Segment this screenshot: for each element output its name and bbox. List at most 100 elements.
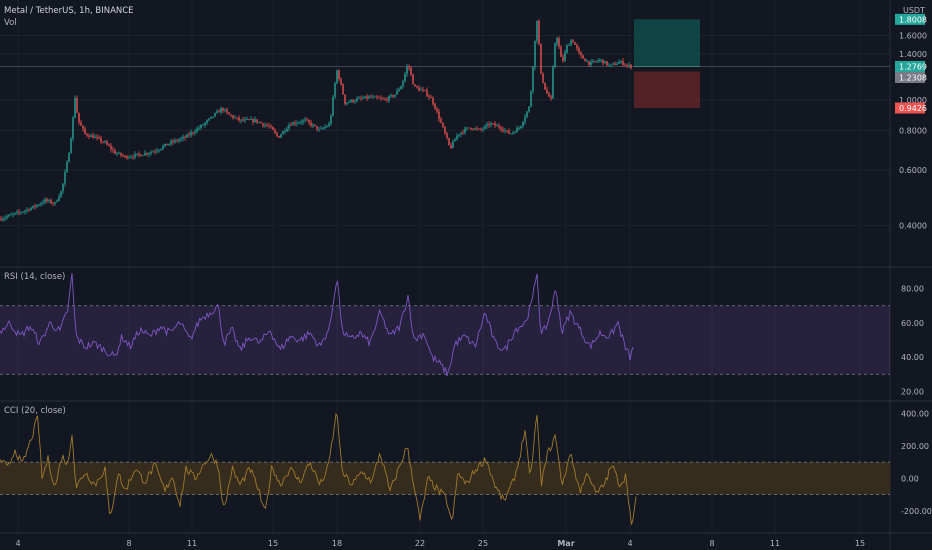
candle-body <box>460 132 462 135</box>
time-tick-label: 8 <box>709 539 714 548</box>
price-tick-label: 1.0000 <box>899 96 927 105</box>
candle-body <box>374 96 376 98</box>
volume-label[interactable]: Vol <box>4 18 17 28</box>
candle-body <box>112 149 114 151</box>
candle-body <box>38 204 40 206</box>
candle-body <box>502 129 504 131</box>
price-tick-label: 1.6000 <box>899 32 927 41</box>
candle-body <box>134 154 136 158</box>
candle-body <box>620 60 622 63</box>
price-tag-box <box>895 71 925 83</box>
candle-body <box>444 127 446 134</box>
candle-body <box>454 139 456 142</box>
cci-tick-label: 400.00 <box>901 409 929 418</box>
candle-body <box>244 119 246 121</box>
price-axis[interactable]: 1.6000 1.4000 1.0000 0.8000 0.6000 0.4000 80.0… <box>899 32 932 516</box>
candle-body <box>594 61 596 63</box>
candle-body <box>572 40 574 43</box>
candle-body <box>558 38 560 47</box>
candle-body <box>110 146 112 150</box>
currency-label: USDT <box>903 6 925 15</box>
candle-body <box>248 119 250 120</box>
candle-body <box>418 87 420 91</box>
candle-body <box>242 119 244 121</box>
candle-body <box>368 96 370 99</box>
candle-body <box>536 20 538 41</box>
candle-body <box>68 152 70 163</box>
candle-body <box>424 89 426 91</box>
candle-body <box>86 133 88 136</box>
candle-body <box>240 119 242 121</box>
candle-body <box>34 205 36 207</box>
candle-body <box>160 148 162 150</box>
cci-tick-label: 200.00 <box>901 442 929 451</box>
candle-body <box>98 137 100 139</box>
candle-body <box>596 61 598 62</box>
candle-body <box>12 213 14 215</box>
rsi-tick-label: 20.00 <box>901 387 924 396</box>
candle-body <box>394 94 396 97</box>
candle-body <box>42 202 44 204</box>
candle-body <box>170 141 172 144</box>
cci-label[interactable]: CCI (20, close) <box>4 406 66 416</box>
candle-body <box>618 62 620 64</box>
candle-body <box>20 212 22 214</box>
candle-body <box>588 61 590 65</box>
target-zone <box>634 19 700 67</box>
time-axis[interactable]: 4 8 11 15 18 22 25 Mar 4 8 11 15 <box>15 539 865 548</box>
candle-body <box>104 141 106 143</box>
candle-body <box>94 136 96 139</box>
candle-body <box>206 120 208 123</box>
price-candles <box>0 19 632 222</box>
candle-body <box>390 95 392 97</box>
candle-body <box>420 89 422 91</box>
price-tag-label: 0.9426 <box>899 104 927 113</box>
candle-body <box>548 93 550 97</box>
candle-body <box>426 90 428 96</box>
candle-body <box>320 128 322 130</box>
candle-body <box>150 152 152 154</box>
price-tag-box <box>895 102 925 114</box>
candle-body <box>378 97 380 99</box>
candle-body <box>78 112 80 123</box>
candle-body <box>72 117 74 139</box>
candle-body <box>156 150 158 152</box>
candle-body <box>408 66 410 68</box>
candle-body <box>624 64 626 66</box>
candle-body <box>584 58 586 62</box>
candle-body <box>568 44 570 46</box>
candle-body <box>0 218 2 221</box>
candle-body <box>218 111 220 113</box>
candle-body <box>232 115 234 118</box>
candle-body <box>100 138 102 142</box>
candle-body <box>168 143 170 146</box>
candle-body <box>370 96 372 98</box>
candle-body <box>316 125 318 130</box>
candle-body <box>606 61 608 66</box>
candle-body <box>220 108 222 113</box>
candle-body <box>146 153 148 155</box>
candle-body <box>554 43 556 68</box>
rsi-line <box>0 273 634 377</box>
candle-body <box>560 46 562 57</box>
rsi-label[interactable]: RSI (14, close) <box>4 272 66 282</box>
time-tick-label: 15 <box>855 539 865 548</box>
candle-body <box>164 143 166 147</box>
symbol-title[interactable]: Metal / TetherUS, 1h, BINANCE <box>4 6 134 16</box>
candle-body <box>16 211 18 213</box>
candle-body <box>246 119 248 120</box>
candle-body <box>80 122 82 126</box>
candle-body <box>628 64 630 66</box>
candle-body <box>286 128 288 132</box>
candle-body <box>488 124 490 126</box>
candle-body <box>196 128 198 132</box>
candle-body <box>556 38 558 44</box>
candle-body <box>492 123 494 125</box>
cci-pane <box>0 412 890 525</box>
candle-body <box>466 127 468 129</box>
candle-body <box>306 119 308 121</box>
candle-body <box>330 115 332 124</box>
candle-body <box>448 138 450 146</box>
